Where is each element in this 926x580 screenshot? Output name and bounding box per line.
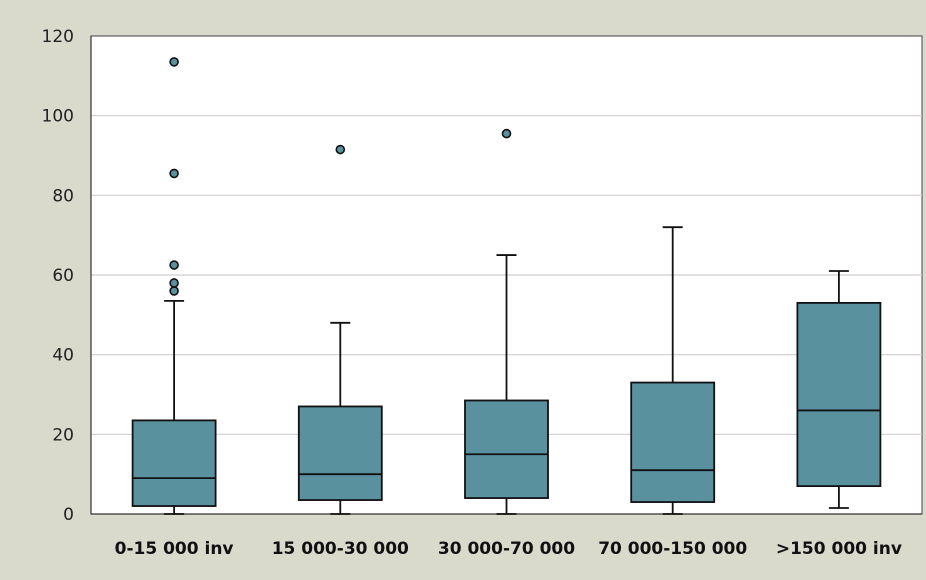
box-group (131, 57, 217, 515)
box-iqr (464, 399, 549, 499)
outlier-point (169, 57, 179, 67)
box-iqr (630, 381, 716, 503)
y-tick-label: 20 (52, 425, 74, 445)
y-tick-label: 40 (52, 346, 74, 366)
box-iqr (131, 419, 217, 507)
box-group (630, 226, 716, 515)
y-tick-label: 60 (52, 266, 74, 286)
boxes (131, 57, 882, 515)
outlier-point (335, 144, 346, 155)
x-tick-label: >150 000 inv (776, 539, 902, 559)
y-tick-label: 80 (52, 186, 74, 206)
x-tick-label: 70 000-150 000 (598, 539, 747, 559)
outlier-point (169, 260, 179, 270)
box-iqr (796, 301, 882, 488)
box-iqr (297, 405, 383, 501)
y-tick-label: 0 (63, 505, 74, 525)
y-tick-label: 100 (42, 107, 74, 127)
outlier-point (169, 286, 179, 296)
x-tick-label: 0-15 000 inv (115, 539, 234, 559)
box-group (796, 270, 882, 509)
outlier-point (501, 128, 512, 139)
x-tick-label: 15 000-30 000 (272, 539, 409, 559)
outlier-point (169, 278, 179, 288)
y-tick-label: 120 (42, 27, 74, 47)
labels: 0 20 40 60 80 100 120 0-15 000 inv 15 000-30 000… (42, 27, 902, 559)
box-group (297, 144, 383, 515)
x-tick-label: 30 000-70 000 (438, 539, 575, 559)
box-group (464, 128, 549, 515)
outlier-point (169, 168, 179, 179)
